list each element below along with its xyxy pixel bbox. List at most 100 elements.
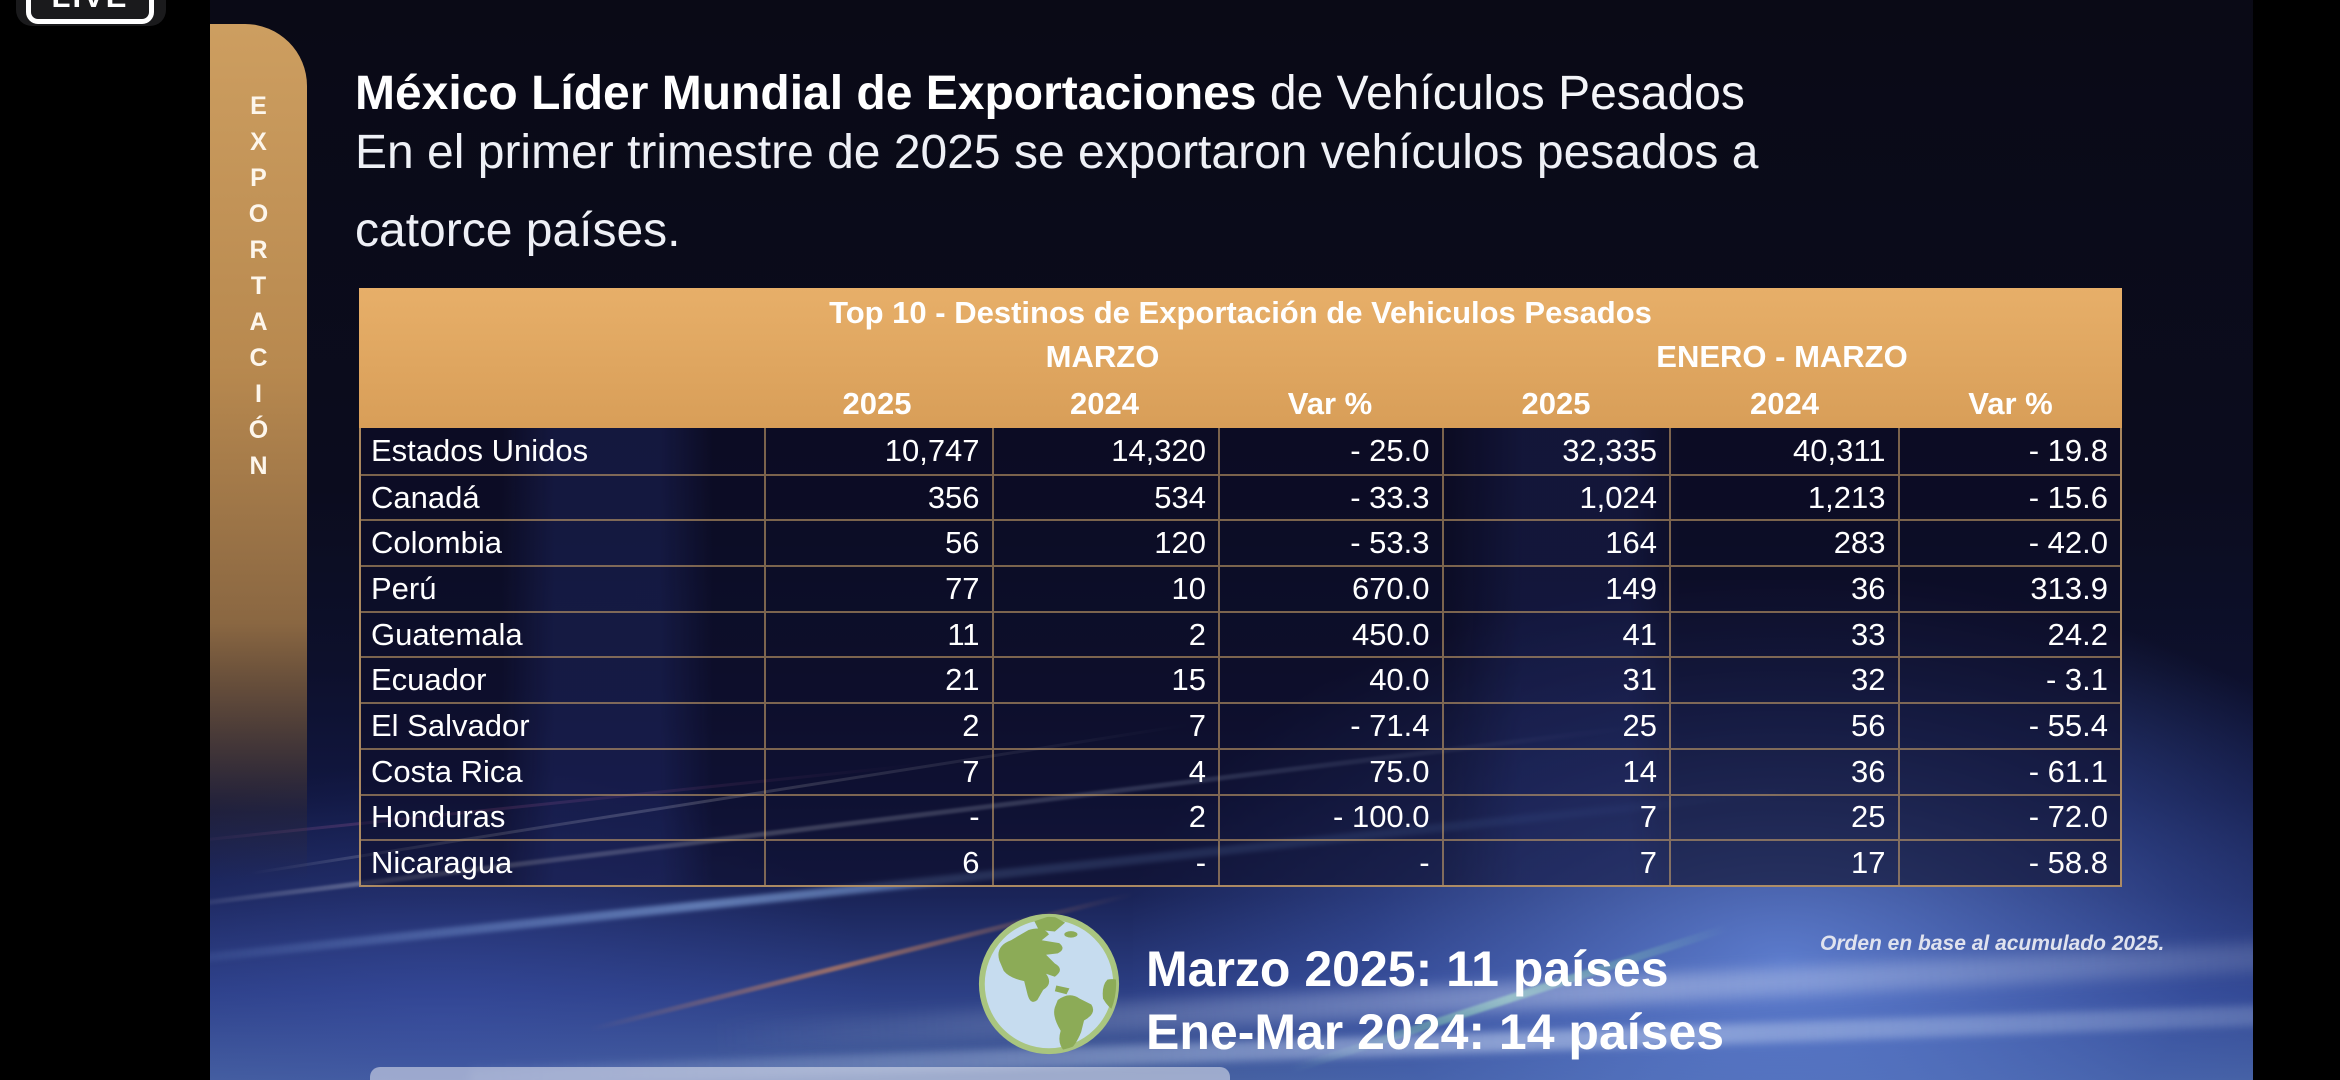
period-group-row: MARZO ENERO - MARZO	[359, 334, 2122, 380]
value-cell: 10,747	[764, 428, 991, 474]
value-cell: 7	[1441, 795, 1669, 840]
value-cell: 77	[764, 567, 991, 611]
table-row: Guatemala 11 2 450.0 41 33 24.2	[361, 610, 2121, 657]
page-title-regular: de Vehículos Pesados	[1256, 67, 1745, 120]
value-cell: - 71.4	[1218, 704, 1442, 748]
value-cell: -	[764, 795, 991, 840]
table-row: Nicaragua 6 - - 7 17 - 58.8	[361, 839, 2120, 885]
country-cell: Canadá	[371, 479, 480, 515]
year-header-row: 2025 2024 Var % 2025 2024 Var %	[359, 380, 2122, 428]
ribbon-letter: N	[249, 452, 268, 480]
caption-strip	[370, 1067, 1230, 1080]
value-cell: 21	[764, 658, 991, 703]
value-cell: 41	[1441, 612, 1669, 657]
value-cell: 1,213	[1669, 475, 1897, 520]
value-cell: - 25.0	[1218, 428, 1442, 474]
value-cell: 10	[991, 567, 1218, 611]
value-cell: - 100.0	[1218, 795, 1442, 840]
column-header: 2024	[1750, 386, 1819, 421]
value-cell: -	[991, 841, 1218, 885]
live-badge-label: LIVE	[26, 0, 154, 24]
value-cell: -	[1218, 841, 1442, 885]
value-cell: - 42.0	[1897, 521, 2121, 566]
value-cell: 25	[1441, 704, 1669, 748]
country-count-stats: Marzo 2025: 11 países Ene-Mar 2024: 14 p…	[1146, 938, 1724, 1064]
value-cell: 7	[764, 749, 991, 794]
table-body: Estados Unidos 10,747 14,320 - 25.0 32,3…	[359, 428, 2122, 887]
value-cell: - 15.6	[1897, 475, 2121, 520]
value-cell: - 61.1	[1897, 749, 2121, 794]
globe-americas-icon	[978, 913, 1120, 1055]
value-cell: 14	[1441, 749, 1669, 794]
value-cell: 36	[1669, 749, 1897, 794]
value-cell: 25	[1669, 795, 1897, 840]
value-cell: - 53.3	[1218, 521, 1442, 566]
table-row: El Salvador 2 7 - 71.4 25 56 - 55.4	[361, 702, 2120, 748]
value-cell: 2	[991, 795, 1218, 840]
ribbon-letter: O	[248, 200, 269, 228]
country-cell: Colombia	[371, 525, 502, 561]
value-cell: - 3.1	[1897, 658, 2121, 703]
value-cell: 313.9	[1897, 567, 2121, 611]
value-cell: 36	[1669, 567, 1897, 611]
country-cell: Ecuador	[371, 662, 487, 698]
ribbon-letter: X	[250, 128, 267, 156]
value-cell: 283	[1669, 521, 1897, 566]
country-cell: Perú	[371, 570, 437, 606]
stat-line-ene-mar-2024: Ene-Mar 2024: 14 países	[1146, 1004, 1725, 1060]
value-cell: 7	[1441, 841, 1669, 885]
column-header: 2025	[842, 386, 912, 421]
column-header: 2024	[1070, 386, 1139, 421]
country-cell: Honduras	[371, 799, 506, 835]
header-spacer	[359, 380, 763, 428]
ribbon-letter: P	[250, 164, 267, 192]
ribbon-letter: I	[255, 380, 262, 408]
table-row: Ecuador 21 15 40.0 31 32 - 3.1	[361, 656, 2121, 703]
header-spacer	[359, 334, 763, 380]
value-cell: 32	[1669, 658, 1897, 703]
value-cell: 7	[991, 704, 1218, 748]
value-cell: - 72.0	[1897, 795, 2121, 840]
column-header: Var %	[1968, 386, 2053, 421]
ribbon-letter: C	[249, 344, 268, 372]
globe-continents	[998, 916, 1117, 1052]
value-cell: 670.0	[1218, 567, 1442, 611]
country-cell: Guatemala	[371, 616, 523, 652]
value-cell: 2	[991, 612, 1218, 657]
ribbon-letter: E	[250, 92, 267, 120]
ribbon-letter: Ó	[248, 416, 269, 444]
country-cell: Estados Unidos	[371, 432, 589, 468]
page-title-bold: México Líder Mundial de Exportaciones	[355, 67, 1257, 120]
subtitle-line-2: catorce países.	[355, 204, 681, 257]
ribbon-letter: R	[249, 236, 268, 264]
table-row: Honduras - 2 - 100.0 7 25 - 72.0	[361, 793, 2121, 840]
page-title: México Líder Mundial de Exportaciones de…	[355, 66, 2075, 122]
value-cell: 2	[764, 704, 991, 748]
table-row: Estados Unidos 10,747 14,320 - 25.0 32,3…	[361, 428, 2120, 474]
value-cell: 450.0	[1218, 612, 1442, 657]
value-cell: 17	[1669, 841, 1897, 885]
ribbon-letter: T	[250, 272, 267, 300]
value-cell: 24.2	[1897, 612, 2121, 657]
table-row: Perú 77 10 670.0 149 36 313.9	[361, 565, 2120, 611]
value-cell: 15	[991, 658, 1218, 703]
order-note: Orden en base al acumulado 2025.	[1820, 932, 2165, 955]
value-cell: 120	[991, 521, 1218, 566]
table-header: Top 10 - Destinos de Exportación de Vehi…	[359, 288, 2122, 428]
period-group-enero-marzo: ENERO - MARZO	[1656, 339, 1908, 374]
value-cell: 40,311	[1669, 428, 1897, 474]
country-cell: El Salvador	[371, 707, 530, 743]
country-cell: Costa Rica	[371, 753, 523, 789]
value-cell: 149	[1441, 567, 1669, 611]
headline: México Líder Mundial de Exportaciones de…	[355, 66, 2075, 122]
value-cell: 31	[1441, 658, 1669, 703]
stat-line-marzo-2025: Marzo 2025: 11 países	[1146, 941, 1669, 997]
table-row: Colombia 56 120 - 53.3 164 283 - 42.0	[361, 519, 2121, 566]
subtitle-line-1: En el primer trimestre de 2025 se export…	[355, 126, 1759, 179]
value-cell: 1,024	[1441, 475, 1669, 520]
value-cell: - 55.4	[1897, 704, 2121, 748]
table-row: Costa Rica 7 4 75.0 14 36 - 61.1	[361, 747, 2121, 794]
